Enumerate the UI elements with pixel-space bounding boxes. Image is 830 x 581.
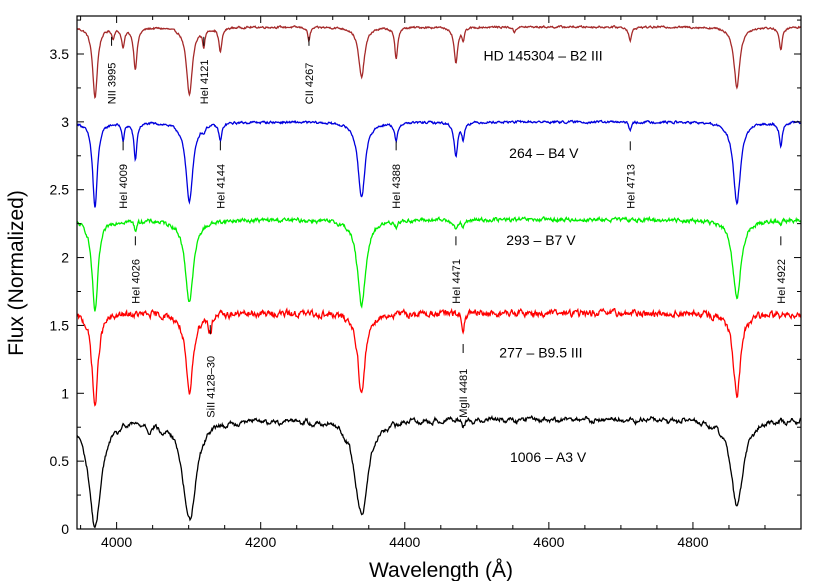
x-tick-label-4: 4800 bbox=[677, 534, 708, 550]
series-line-3 bbox=[77, 215, 801, 312]
line-annotation-7: HeI 4713 bbox=[625, 164, 637, 209]
series-label-2: 264 – B4 V bbox=[509, 145, 579, 161]
y-tick-label-4: 2 bbox=[61, 250, 69, 266]
x-tick-label-2: 4400 bbox=[389, 534, 420, 550]
plot-frame bbox=[76, 15, 802, 530]
line-annotation-11: SiII 4128–30 bbox=[205, 356, 217, 418]
y-tick-label-0: 0 bbox=[61, 521, 69, 537]
y-axis-title: Flux (Normalized) bbox=[5, 190, 28, 356]
line-annotation-4: HeI 4009 bbox=[118, 164, 130, 209]
line-annotation-1: NII 3995 bbox=[107, 63, 119, 105]
x-tick-label-3: 4600 bbox=[533, 534, 564, 550]
series-label-5: 1006 – A3 V bbox=[510, 449, 587, 465]
line-annotation-10: HeI 4922 bbox=[776, 259, 788, 304]
line-annotation-8: HeI 4026 bbox=[130, 259, 142, 304]
y-tick-label-5: 2.5 bbox=[50, 182, 70, 198]
series-line-5 bbox=[77, 414, 801, 529]
y-tick-label-2: 1 bbox=[61, 385, 69, 401]
series-labels-group: HD 145304 – B2 III 264 – B4 V 293 – B7 V 27… bbox=[484, 47, 603, 465]
line-annotation-9: HeI 4471 bbox=[451, 259, 463, 304]
line-annotation-12: MgII 4481 bbox=[458, 369, 470, 418]
series-label-1: HD 145304 – B2 III bbox=[484, 47, 603, 63]
line-annotations-group: NII 3995 HeI 4121 CII 4267 HeI 4009 HeI 4144… bbox=[107, 36, 788, 418]
spectra-series-group bbox=[77, 24, 801, 529]
series-label-3: 293 – B7 V bbox=[506, 232, 576, 248]
series-line-2 bbox=[77, 119, 801, 208]
line-annotation-3: CII 4267 bbox=[304, 63, 316, 105]
line-annotation-6: HeI 4388 bbox=[391, 164, 403, 209]
axes-group: 4000 4200 4400 4600 4800 0 0.5 1 1.5 2 2.5 3 3.5 bbox=[50, 15, 802, 550]
line-annotation-2: HeI 4121 bbox=[199, 60, 211, 105]
series-line-1 bbox=[77, 24, 801, 100]
x-tick-label-0: 4000 bbox=[101, 534, 132, 550]
y-tick-label-3: 1.5 bbox=[50, 317, 70, 333]
series-line-4 bbox=[77, 307, 801, 407]
line-annotation-5: HeI 4144 bbox=[215, 164, 227, 209]
y-tick-label-1: 0.5 bbox=[50, 453, 70, 469]
series-label-4: 277 – B9.5 III bbox=[499, 345, 582, 361]
y-tick-label-7: 3.5 bbox=[50, 46, 70, 62]
x-tick-label-1: 4200 bbox=[245, 534, 276, 550]
x-axis-title: Wavelength (Å) bbox=[369, 559, 513, 581]
y-tick-label-6: 3 bbox=[61, 114, 69, 130]
